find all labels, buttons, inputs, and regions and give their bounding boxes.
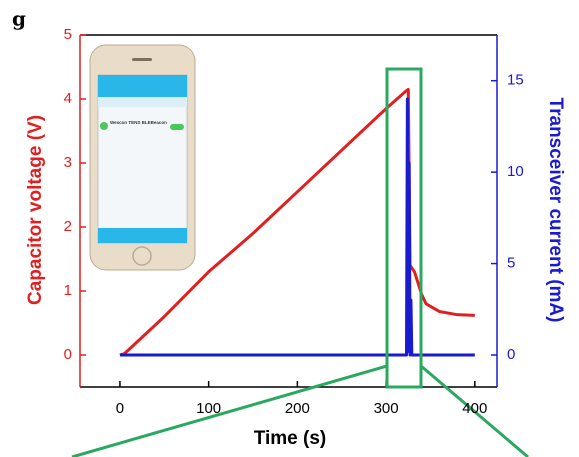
y2-tick-label: 0 (507, 346, 515, 363)
phone-inset: Wexcon TENS BLEBeacon (89, 44, 196, 271)
x-tick-label: 200 (285, 400, 310, 417)
device-icon (100, 122, 108, 130)
zoom-line (420, 364, 529, 457)
data-line (119, 87, 475, 357)
y-tick-label: 0 (64, 346, 72, 363)
x-tick-label: 0 (116, 400, 124, 417)
panel-label: g (12, 7, 26, 31)
y-tick-label: 5 (64, 26, 72, 43)
device-label: Wexcon TENS BLEBeacon (110, 120, 167, 125)
x-tick-label: 300 (374, 400, 399, 417)
y2-tick-label: 15 (507, 72, 524, 89)
data-line (119, 97, 475, 357)
x-tick-label: 100 (196, 400, 221, 417)
y-tick-label: 4 (64, 90, 72, 107)
app-tabs (98, 97, 187, 107)
app-footer (98, 228, 187, 243)
app-header (98, 75, 187, 97)
highlight-box (385, 67, 423, 389)
x-axis-label: Time (s) (254, 428, 327, 449)
home-button (132, 246, 152, 266)
y-axis-label: Capacitor voltage (V) (25, 115, 46, 305)
y2-axis-label: Transceiver current (mA) (545, 98, 566, 323)
speaker (132, 58, 152, 61)
y-tick-label: 3 (64, 154, 72, 171)
y2-tick-label: 5 (507, 255, 515, 272)
x-tick-label: 400 (462, 400, 487, 417)
zoom-line (71, 364, 388, 457)
y-tick-label: 1 (64, 282, 72, 299)
y2-tick-label: 10 (507, 163, 524, 180)
connect-button (170, 124, 184, 130)
y-tick-label: 2 (64, 218, 72, 235)
